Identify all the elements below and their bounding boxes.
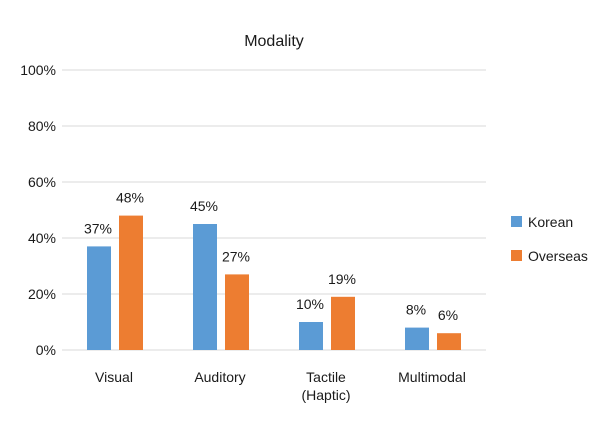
bar-overseas-1: [225, 274, 249, 350]
data-label: 27%: [222, 248, 250, 264]
x-category-label: Visual: [95, 369, 133, 385]
data-label: 37%: [84, 220, 112, 236]
data-label: 6%: [438, 307, 458, 323]
data-label: 19%: [328, 271, 356, 287]
bar-korean-1: [193, 224, 217, 350]
bar-korean-3: [405, 327, 429, 350]
data-label: 10%: [296, 296, 324, 312]
x-category-label: Auditory: [194, 369, 245, 385]
legend: Korean Overseas: [511, 214, 588, 264]
y-tick-label: 20%: [28, 286, 56, 302]
bar-overseas-2: [331, 296, 355, 350]
x-category-label: Tactile (Haptic): [301, 369, 350, 403]
bar-overseas-0: [119, 215, 143, 350]
y-tick-label: 80%: [28, 118, 56, 134]
data-label: 8%: [406, 302, 426, 318]
chart-title: Modality: [244, 33, 304, 50]
bar-korean-2: [299, 322, 323, 350]
data-label: 45%: [190, 198, 218, 214]
y-tick-label: 40%: [28, 230, 56, 246]
y-tick-label: 60%: [28, 174, 56, 190]
legend-label-overseas: Overseas: [528, 248, 588, 264]
legend-label-korean: Korean: [528, 214, 573, 230]
y-axis-ticks: 0% 20% 40% 60% 80% 100%: [20, 62, 56, 358]
x-category-label: Multimodal: [398, 369, 466, 385]
data-labels-layer: 37%48% 45% 27% 10%19% 8% 6%: [84, 190, 458, 324]
data-label: 48%: [116, 190, 144, 206]
bars-layer: [87, 215, 461, 350]
bar-korean-0: [87, 246, 111, 350]
legend-swatch-overseas: [511, 250, 522, 261]
y-tick-label: 0%: [36, 342, 56, 358]
bar-overseas-3: [437, 333, 461, 350]
y-tick-label: 100%: [20, 62, 56, 78]
x-axis-categories: Visual Auditory Tactile (Haptic) Multimodal: [95, 369, 466, 403]
legend-swatch-korean: [511, 216, 522, 227]
